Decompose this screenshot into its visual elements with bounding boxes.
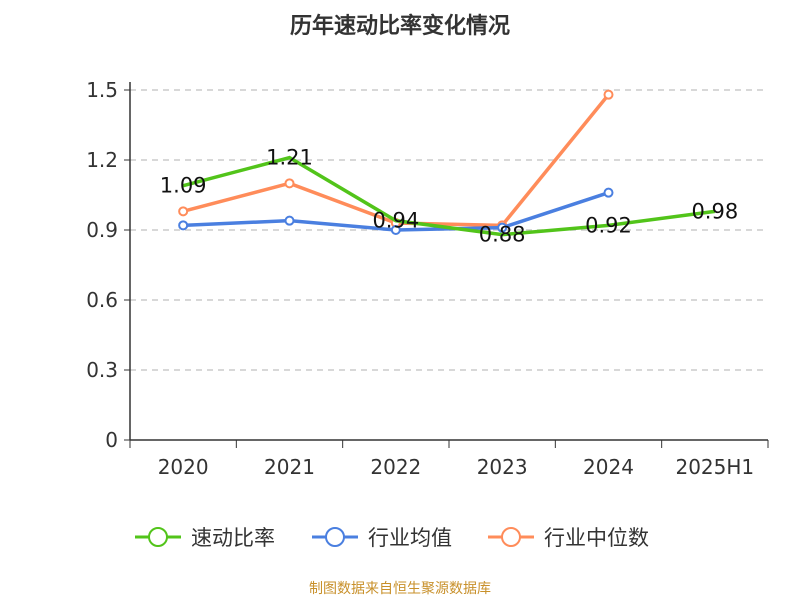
- data-label: 1.21: [266, 146, 313, 170]
- legend-marker-1: [325, 527, 345, 547]
- legend-label-2: 行业中位数: [544, 526, 649, 550]
- x-tick-label: 2022: [370, 455, 421, 479]
- data-label: 1.09: [160, 174, 207, 198]
- data-label: 0.88: [479, 223, 526, 247]
- data-point: [390, 225, 401, 235]
- series-line-0: [182, 155, 716, 237]
- data-label: 0.94: [372, 209, 419, 233]
- data-point: [284, 178, 295, 189]
- data-point: [178, 206, 189, 217]
- data-point: [603, 187, 614, 198]
- data-label: 0.98: [691, 199, 738, 223]
- legend-label-1: 行业均值: [368, 526, 452, 550]
- y-tick-label: 0.3: [86, 358, 118, 382]
- x-tick-label: 2025H1: [675, 455, 754, 479]
- legend-marker-0: [148, 527, 168, 547]
- legend-label-0: 速动比率: [191, 526, 275, 550]
- x-tick-label: 2020: [158, 455, 209, 479]
- x-tick-label: 2021: [264, 455, 315, 479]
- data-point: [284, 215, 295, 226]
- y-tick-label: 1.5: [86, 78, 118, 102]
- x-tick-label: 2023: [477, 455, 528, 479]
- y-tick-label: 0.9: [86, 218, 118, 242]
- source-note: 制图数据来自恒生聚源数据库: [309, 581, 491, 597]
- data-label: 0.92: [585, 213, 632, 237]
- legend-marker-2: [501, 527, 521, 547]
- data-point: [603, 89, 614, 100]
- data-point: [178, 220, 189, 231]
- chart-title: 历年速动比率变化情况: [289, 14, 510, 39]
- y-tick-label: 0: [105, 428, 118, 452]
- data-point: [497, 222, 508, 233]
- x-tick-label: 2024: [583, 455, 634, 479]
- y-tick-label: 1.2: [86, 148, 118, 172]
- y-tick-label: 0.6: [86, 288, 118, 312]
